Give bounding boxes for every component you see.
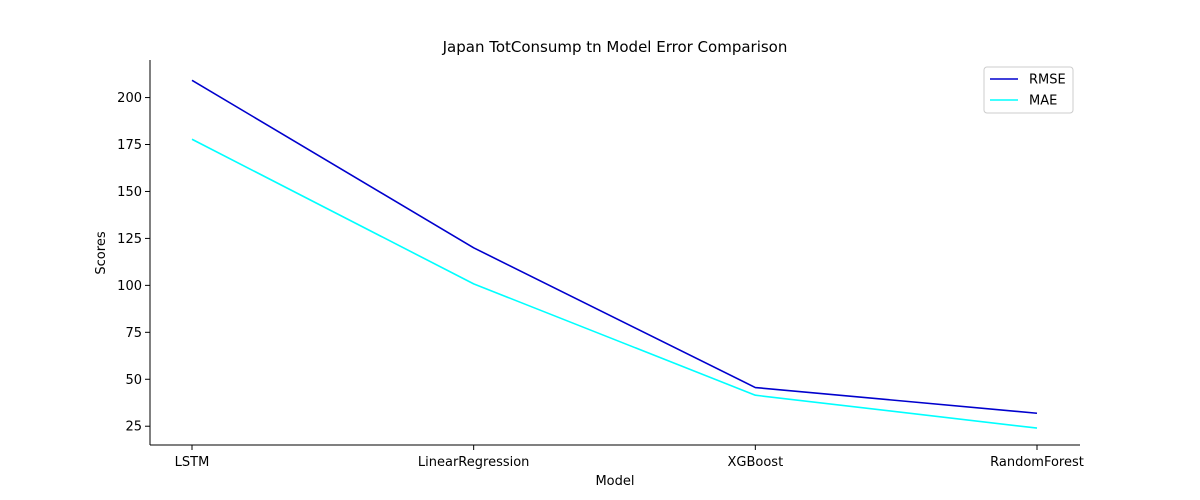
y-tick-label: 175 [117, 138, 142, 153]
x-ticks: LSTM LinearRegression XGBoost RandomForest [175, 445, 1084, 470]
y-tick-label: 200 [117, 91, 142, 106]
x-tick-label: LSTM [175, 455, 210, 470]
chart-title: Japan TotConsump tn Model Error Comparis… [442, 38, 788, 56]
series-lines [191, 79, 1038, 429]
legend-label-rmse: RMSE [1029, 73, 1066, 88]
x-tick-label: XGBoost [727, 455, 783, 470]
series-line-mae [191, 138, 1038, 429]
x-tick-label: LinearRegression [418, 455, 530, 470]
y-tick-label: 25 [125, 420, 142, 435]
y-axis-label: Scores [94, 231, 109, 274]
x-tick-label: RandomForest [990, 455, 1084, 470]
x-axis-label: Model [595, 474, 634, 489]
y-tick-label: 50 [125, 373, 142, 388]
y-tick-label: 125 [117, 232, 142, 247]
y-tick-label: 75 [125, 326, 142, 341]
legend-label-mae: MAE [1029, 94, 1057, 109]
y-ticks: 25 50 75 100 125 150 175 200 [117, 91, 150, 435]
y-tick-label: 150 [117, 185, 142, 200]
series-line-rmse [191, 79, 1038, 415]
legend: RMSE MAE [983, 66, 1074, 114]
y-tick-label: 100 [117, 279, 142, 294]
legend-items: RMSE MAE [990, 73, 1066, 109]
